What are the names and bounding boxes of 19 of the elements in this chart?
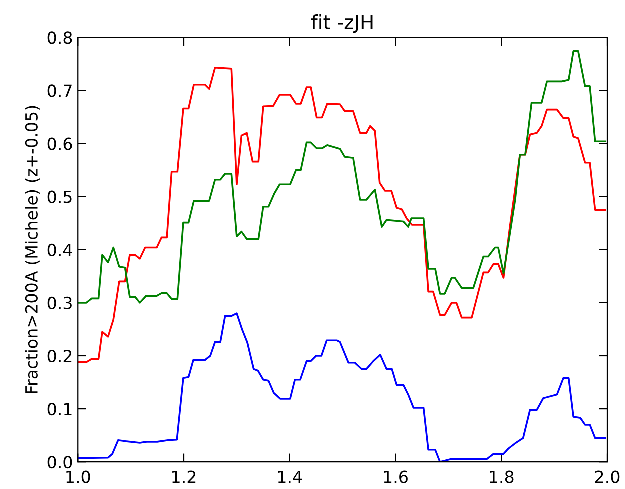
- y-tick-label: 0.4: [48, 244, 72, 256]
- x-tick-label: 1.6: [384, 470, 408, 484]
- x-tick-label: 1.4: [278, 470, 302, 484]
- y-tick-label: 0.6: [48, 138, 72, 150]
- y-tick-label: 0.2: [48, 350, 72, 363]
- y-tick-label: 0.7: [48, 84, 72, 98]
- y-tick-label: 0.5: [48, 190, 72, 204]
- y-tick-label: 0.0: [48, 456, 72, 469]
- line-series: [78, 50, 606, 304]
- x-tick-label: 1.2: [172, 470, 196, 484]
- x-tick-label: 2.0: [595, 470, 620, 484]
- x-tick-label: 1.8: [490, 470, 514, 484]
- y-tick-label: 0.1: [48, 403, 72, 416]
- y-axis-title: Fraction>200A (Michele) (z+-0.05): [25, 106, 40, 394]
- y-tick-label: 0.8: [48, 32, 72, 44]
- line-series: [78, 66, 606, 364]
- y-tick-label: 0.3: [48, 296, 72, 310]
- chart-title: fit -zJH: [311, 14, 373, 34]
- x-tick-label: 1.0: [66, 470, 90, 484]
